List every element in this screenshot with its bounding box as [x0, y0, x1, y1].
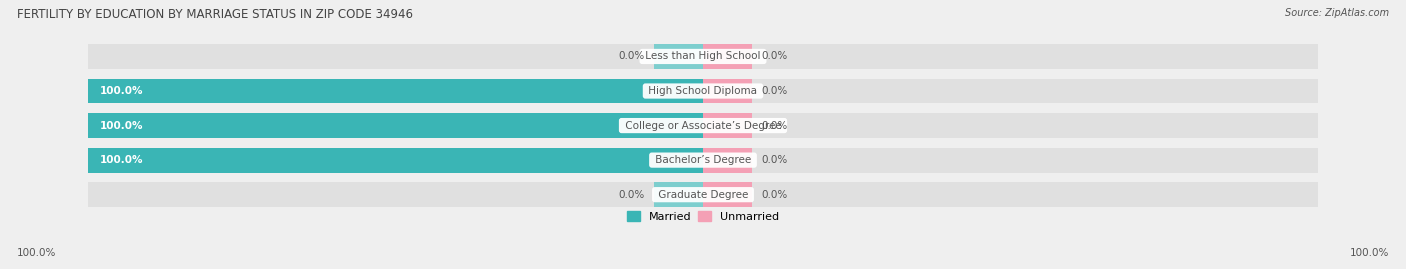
Text: 0.0%: 0.0% [762, 86, 787, 96]
Bar [87, 79, 703, 104]
Bar [87, 148, 703, 172]
Bar [654, 44, 703, 69]
Text: Source: ZipAtlas.com: Source: ZipAtlas.com [1285, 8, 1389, 18]
Text: 100.0%: 100.0% [17, 248, 56, 258]
Text: Graduate Degree: Graduate Degree [655, 190, 751, 200]
Text: 100.0%: 100.0% [100, 121, 143, 130]
Text: High School Diploma: High School Diploma [645, 86, 761, 96]
Text: College or Associate’s Degree: College or Associate’s Degree [621, 121, 785, 130]
Bar [87, 79, 1319, 104]
Text: Bachelor’s Degree: Bachelor’s Degree [652, 155, 754, 165]
Bar [703, 44, 752, 69]
Text: 0.0%: 0.0% [762, 155, 787, 165]
Bar [87, 182, 1319, 207]
Legend: Married, Unmarried: Married, Unmarried [621, 207, 785, 226]
Bar [87, 113, 1319, 138]
Text: 0.0%: 0.0% [762, 51, 787, 61]
Text: 0.0%: 0.0% [619, 51, 644, 61]
Bar [87, 148, 1319, 172]
Text: 0.0%: 0.0% [762, 190, 787, 200]
Bar [703, 148, 752, 172]
Bar [703, 79, 752, 104]
Text: 0.0%: 0.0% [619, 190, 644, 200]
Text: 100.0%: 100.0% [1350, 248, 1389, 258]
Bar [87, 44, 1319, 69]
Text: 0.0%: 0.0% [762, 121, 787, 130]
Bar [654, 182, 703, 207]
Bar [703, 113, 752, 138]
Text: 100.0%: 100.0% [100, 155, 143, 165]
Text: FERTILITY BY EDUCATION BY MARRIAGE STATUS IN ZIP CODE 34946: FERTILITY BY EDUCATION BY MARRIAGE STATU… [17, 8, 413, 21]
Text: Less than High School: Less than High School [643, 51, 763, 61]
Bar [87, 113, 703, 138]
Bar [703, 182, 752, 207]
Text: 100.0%: 100.0% [100, 86, 143, 96]
